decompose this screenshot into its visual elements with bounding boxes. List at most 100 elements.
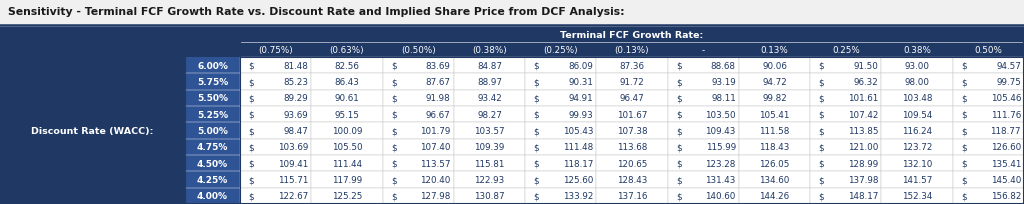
Text: Terminal FCF Growth Rate:: Terminal FCF Growth Rate:: [560, 31, 703, 40]
Bar: [454, 172, 525, 188]
Text: 6.00%: 6.00%: [197, 61, 228, 70]
Text: 115.99: 115.99: [706, 143, 736, 152]
Text: 140.60: 140.60: [706, 191, 736, 200]
Bar: [383, 188, 454, 204]
Bar: [882, 172, 952, 188]
Bar: [311, 58, 383, 74]
Text: 126.05: 126.05: [760, 159, 790, 168]
Text: 81.48: 81.48: [284, 61, 308, 70]
Text: Sensitivity - Terminal FCF Growth Rate vs. Discount Rate and Implied Share Price: Sensitivity - Terminal FCF Growth Rate v…: [8, 7, 625, 17]
Bar: [668, 155, 739, 172]
Text: 107.38: 107.38: [616, 126, 647, 135]
Text: 91.50: 91.50: [854, 61, 879, 70]
Text: 103.69: 103.69: [278, 143, 308, 152]
Bar: [810, 74, 882, 90]
Bar: [596, 172, 668, 188]
Bar: [383, 139, 454, 155]
Text: 96.47: 96.47: [620, 94, 644, 103]
Text: $: $: [249, 175, 254, 184]
Bar: [525, 172, 596, 188]
Text: $: $: [819, 159, 824, 168]
Text: 121.00: 121.00: [848, 143, 879, 152]
Bar: [596, 188, 668, 204]
Bar: [240, 74, 311, 90]
Text: $: $: [962, 159, 967, 168]
Text: 85.23: 85.23: [284, 78, 308, 86]
Text: 93.69: 93.69: [284, 110, 308, 119]
Text: 86.43: 86.43: [335, 78, 359, 86]
Text: 100.09: 100.09: [332, 126, 362, 135]
Text: 103.57: 103.57: [474, 126, 505, 135]
Bar: [240, 90, 311, 106]
Bar: [383, 155, 454, 172]
Text: 88.97: 88.97: [477, 78, 502, 86]
Text: $: $: [249, 110, 254, 119]
Text: 107.42: 107.42: [848, 110, 879, 119]
Text: 145.40: 145.40: [990, 175, 1021, 184]
Text: 101.79: 101.79: [421, 126, 451, 135]
Bar: [383, 74, 454, 90]
Bar: [454, 74, 525, 90]
Text: 144.26: 144.26: [760, 191, 790, 200]
Bar: [952, 139, 1024, 155]
Text: 82.56: 82.56: [335, 61, 359, 70]
Text: 4.75%: 4.75%: [197, 143, 228, 152]
Text: $: $: [391, 78, 396, 86]
Text: 90.31: 90.31: [568, 78, 593, 86]
Bar: [383, 123, 454, 139]
Text: 94.57: 94.57: [996, 61, 1021, 70]
Bar: [596, 106, 668, 123]
Text: 90.61: 90.61: [335, 94, 359, 103]
Text: (0.50%): (0.50%): [400, 46, 435, 55]
Text: 107.40: 107.40: [420, 143, 451, 152]
Text: $: $: [534, 94, 540, 103]
Text: 99.82: 99.82: [762, 94, 786, 103]
Text: 105.50: 105.50: [332, 143, 362, 152]
Bar: [454, 188, 525, 204]
Bar: [596, 139, 668, 155]
Text: 99.93: 99.93: [568, 110, 593, 119]
Text: 103.50: 103.50: [706, 110, 736, 119]
Text: $: $: [676, 110, 682, 119]
Bar: [596, 123, 668, 139]
Text: 152.34: 152.34: [902, 191, 932, 200]
Text: $: $: [819, 78, 824, 86]
Bar: [668, 123, 739, 139]
Bar: [810, 172, 882, 188]
Bar: [882, 58, 952, 74]
Bar: [810, 188, 882, 204]
Text: $: $: [819, 94, 824, 103]
Bar: [311, 155, 383, 172]
Text: 5.50%: 5.50%: [197, 94, 228, 103]
Text: 111.44: 111.44: [332, 159, 361, 168]
Text: 118.43: 118.43: [760, 143, 790, 152]
Text: 101.67: 101.67: [616, 110, 647, 119]
Bar: [240, 58, 311, 74]
Bar: [596, 74, 668, 90]
Text: 137.16: 137.16: [616, 191, 647, 200]
Text: 131.43: 131.43: [706, 175, 736, 184]
Bar: [739, 58, 810, 74]
Bar: [596, 155, 668, 172]
Text: 98.47: 98.47: [284, 126, 308, 135]
Text: $: $: [249, 78, 254, 86]
Text: $: $: [819, 61, 824, 70]
Text: $: $: [534, 143, 540, 152]
Bar: [311, 74, 383, 90]
Bar: [240, 155, 311, 172]
Text: $: $: [819, 143, 824, 152]
Text: 116.24: 116.24: [902, 126, 932, 135]
Bar: [810, 123, 882, 139]
Text: 0.38%: 0.38%: [903, 46, 931, 55]
Text: $: $: [962, 61, 967, 70]
Text: $: $: [534, 61, 540, 70]
Text: 128.43: 128.43: [616, 175, 647, 184]
Text: $: $: [962, 191, 967, 200]
Text: $: $: [676, 191, 682, 200]
Text: 98.00: 98.00: [904, 78, 930, 86]
Text: $: $: [962, 126, 967, 135]
Text: $: $: [962, 94, 967, 103]
Text: (0.13%): (0.13%): [614, 46, 649, 55]
Text: Discount Rate (WACC):: Discount Rate (WACC):: [32, 126, 154, 135]
Bar: [952, 123, 1024, 139]
